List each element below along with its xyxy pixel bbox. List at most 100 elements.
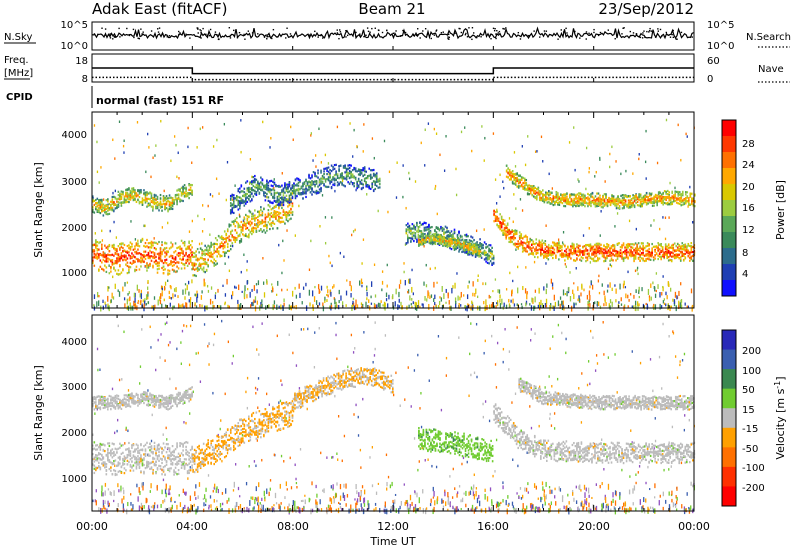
power-bands-cell-3 <box>374 188 376 190</box>
power-bands-cell-2 <box>265 220 267 222</box>
power-noise-speck <box>474 293 475 297</box>
power-bands-cell-1 <box>173 251 175 253</box>
power-noise-speck <box>333 284 334 287</box>
nsearch-point <box>441 32 442 33</box>
power-noise-speck <box>387 264 388 267</box>
power-bands-cell-3 <box>368 175 370 177</box>
nsearch-point <box>158 31 159 32</box>
power-bands-cell-3 <box>237 208 239 210</box>
power-noise-speck <box>441 297 442 301</box>
power-bands-cell-2 <box>292 205 294 207</box>
power-bands-cell-6 <box>593 248 595 250</box>
power-bands-cell-0 <box>118 201 120 203</box>
power-noise-speck <box>496 202 497 205</box>
power-bands-cell-1 <box>181 252 183 254</box>
power-bands-cell-2 <box>247 215 249 217</box>
power-noise-speck <box>382 281 383 285</box>
nsearch-point <box>198 32 199 33</box>
power-noise-speck <box>330 292 331 297</box>
power-bands-cell-6 <box>501 218 503 220</box>
power-bands-cell-3 <box>268 187 270 189</box>
power-bands-cell-0 <box>113 209 115 211</box>
power-bands-cell-6 <box>505 236 507 238</box>
power-bands-cell-3 <box>337 175 339 177</box>
power-bands-cell-6 <box>575 248 577 250</box>
power-bands-cell-0 <box>103 214 105 216</box>
station-title: Adak East (fitACF) <box>92 0 227 18</box>
power-bands-cell-3 <box>259 193 261 195</box>
power-bands-cell-2 <box>289 214 291 216</box>
power-bands-cell-1 <box>182 258 184 260</box>
power-bands-cell-0 <box>130 199 132 201</box>
power-bands-cell-3 <box>251 183 253 185</box>
power-bands-cell-1 <box>121 246 123 248</box>
power-bands-cell-6 <box>617 255 619 257</box>
power-noise-speck <box>282 240 283 243</box>
power-bands-cell-2 <box>277 211 279 213</box>
power-noise-speck <box>641 287 642 291</box>
power-bands-cell-3 <box>323 170 325 172</box>
power-bands-cell-2 <box>240 221 242 223</box>
power-noise-speck <box>321 161 322 164</box>
power-noise-speck <box>656 272 657 275</box>
power-bands-cell-3 <box>256 179 258 181</box>
power-bands-cell-0 <box>146 194 148 196</box>
power-bands-cell-4 <box>467 235 469 237</box>
power-bands-cell-0 <box>146 198 148 200</box>
power-noise-speck <box>352 155 353 158</box>
power-bands-cell-1 <box>154 261 156 263</box>
power-bands-cell-3 <box>361 169 363 171</box>
power-noise-speck <box>152 157 153 160</box>
power-bands-cell-4 <box>472 236 474 238</box>
power-bands-cell-6 <box>541 239 543 241</box>
power-bands-cell-6 <box>493 213 495 215</box>
power-bands-cell-1 <box>130 249 132 251</box>
power-noise-speck <box>294 287 295 290</box>
power-bands-cell-2 <box>197 258 199 260</box>
power-noise-speck <box>227 161 228 164</box>
power-noise-speck <box>298 205 299 208</box>
power-bands-cell-0 <box>107 207 109 209</box>
power-bands-cell-3 <box>244 191 246 193</box>
power-noise-speck <box>646 303 647 305</box>
power-noise-speck <box>322 194 323 197</box>
power-bands-cell-6 <box>659 256 661 258</box>
power-bands-cell-1 <box>98 253 100 255</box>
power-bands-cell-5 <box>459 249 461 251</box>
power-bands-cell-2 <box>192 264 194 266</box>
power-noise-speck <box>251 176 252 179</box>
nsearch-point <box>533 30 534 31</box>
power-bands-cell-2 <box>203 250 205 252</box>
power-bands-cell-6 <box>570 251 572 253</box>
power-noise-speck <box>374 306 375 309</box>
power-bands-cell-1 <box>176 270 178 272</box>
power-noise-speck <box>473 281 474 286</box>
power-bands-cell-4 <box>448 231 450 233</box>
power-bands-cell-1 <box>170 263 172 265</box>
power-bands-cell-3 <box>254 181 256 183</box>
power-bands-cell-0 <box>188 192 190 194</box>
power-bands-cell-3 <box>293 183 295 185</box>
power-bands-cell-0 <box>121 201 123 203</box>
power-bands-cell-3 <box>251 187 253 189</box>
power-bands-cell-1 <box>166 262 168 264</box>
power-bands-cell-2 <box>283 221 285 223</box>
power-noise-speck <box>170 303 171 307</box>
power-bands-cell-3 <box>275 200 277 202</box>
power-noise-speck <box>237 300 238 304</box>
power-bands-cell-3 <box>365 181 367 183</box>
power-bands-cell-1 <box>136 269 138 271</box>
power-bands-cell-0 <box>169 194 171 196</box>
power-bands-cell-3 <box>283 201 285 203</box>
power-bands-cell-0 <box>160 203 162 205</box>
power-bands-cell-6 <box>526 236 528 238</box>
power-bands-cell-2 <box>254 224 256 226</box>
power-bands-cell-0 <box>133 197 135 199</box>
power-bands-cell-6 <box>557 248 559 250</box>
power-bands-cell-3 <box>353 182 355 184</box>
power-noise-speck <box>160 120 161 123</box>
nsearch-point <box>586 31 587 32</box>
power-bands-cell-0 <box>139 196 141 198</box>
power-bands-cell-6 <box>526 238 528 240</box>
power-noise-speck <box>232 291 233 296</box>
